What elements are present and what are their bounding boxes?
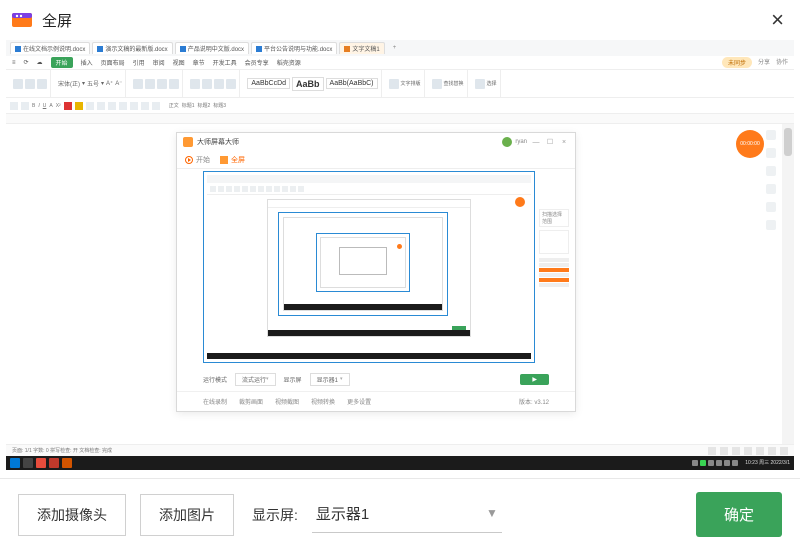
taskbar-icon[interactable] [36, 458, 46, 468]
display-label: 显示屏: [252, 505, 298, 525]
dialog-controls: 添加摄像头 添加图片 显示屏: 显示器1 ▼ 确定 [0, 478, 800, 550]
menu-item[interactable]: 会员专享 [245, 58, 269, 67]
recorder-tabs: 开始 全屏 [177, 151, 575, 169]
recorder-footer: 在线录制 裁剪画面 视频截图 视频转换 更多设置 版本: v3.12 [177, 391, 575, 411]
status-bar: 页面: 1/1 字数: 0 拼写检查: 开 文档检查: 完成 [6, 444, 794, 456]
side-icon[interactable] [766, 184, 776, 194]
add-image-button[interactable]: 添加图片 [140, 494, 234, 536]
taskbar-icon[interactable] [62, 458, 72, 468]
style-preview[interactable]: AaBbCcDd [247, 78, 290, 89]
taskbar: 10:23 周三 2022/3/1 [6, 456, 794, 470]
timer-icon [515, 197, 525, 207]
dialog-title: 全屏 [42, 10, 765, 31]
confirm-button[interactable]: 确定 [696, 492, 782, 537]
screen-preview: 在线文档示例说明.docx 演示文稿的最新版.docx 产品说明中文版.docx… [6, 40, 794, 470]
recorder-titlebar: 大师屏幕大师 ryan — ☐ × [177, 133, 575, 151]
scrollbar[interactable] [782, 124, 794, 444]
side-icon[interactable] [766, 202, 776, 212]
start-icon[interactable] [10, 458, 20, 468]
system-tray[interactable] [692, 460, 738, 466]
app-logo-icon [10, 8, 34, 32]
close-icon[interactable]: × [765, 9, 790, 31]
recorder-tab-fullscreen[interactable]: 全屏 [220, 155, 245, 165]
quality-select[interactable]: 流式运行 [235, 373, 276, 386]
taskbar-icon[interactable] [23, 458, 33, 468]
wps-ribbon: 宋体(正)▾五号▾A⁺A⁻ AaBbCcDd AaBb AaBb(AaBbC) … [6, 70, 794, 98]
side-toolbar [762, 124, 780, 230]
record-timer-icon[interactable]: 00:00:00 [736, 130, 764, 158]
clock[interactable]: 10:23 周三 2022/3/1 [741, 461, 790, 466]
footer-link[interactable]: 在线录制 [203, 397, 227, 406]
document-canvas: 大师屏幕大师 ryan — ☐ × 开始 全屏 [6, 124, 780, 444]
menu-start[interactable]: 开始 [51, 57, 73, 68]
monitor-select[interactable]: 显示器1 [310, 373, 350, 386]
footer-link[interactable]: 裁剪画面 [239, 397, 263, 406]
side-icon[interactable] [766, 130, 776, 140]
footer-link[interactable]: 视频转换 [311, 397, 335, 406]
doc-tab[interactable]: 产品说明中文版.docx [175, 42, 249, 54]
sync-badge[interactable]: 未同步 [722, 57, 752, 68]
menu-item[interactable]: 视图 [173, 58, 185, 67]
minimize-icon[interactable]: — [531, 139, 541, 146]
recorder-zoom-panel: 扫描选择范围 [539, 209, 569, 288]
recorder-tab-start[interactable]: 开始 [185, 155, 210, 165]
display-select[interactable]: 显示器1 ▼ [312, 497, 502, 533]
wps-menu: ≡⟳☁ 开始 插入 页面布局 引用 审阅 视图 章节 开发工具 会员专享 稻壳资… [6, 56, 794, 70]
menu-item[interactable]: 稻壳资源 [277, 58, 301, 67]
close-icon[interactable]: × [559, 139, 569, 146]
menu-item[interactable]: 章节 [193, 58, 205, 67]
avatar-icon[interactable] [502, 137, 512, 147]
chevron-down-icon: ▼ [486, 506, 498, 520]
recorder-dialog: 大师屏幕大师 ryan — ☐ × 开始 全屏 [176, 132, 576, 412]
doc-tab[interactable]: 平台公告说明与功能.docx [251, 42, 337, 54]
footer-link[interactable]: 视频截图 [275, 397, 299, 406]
menu-item[interactable]: 页面布局 [101, 58, 125, 67]
wps-ribbon-2: BIUAX² 正文标题1标题2标题3 [6, 98, 794, 114]
menu-item[interactable]: 引用 [133, 58, 145, 67]
add-camera-button[interactable]: 添加摄像头 [18, 494, 126, 536]
new-tab-icon[interactable]: + [387, 45, 403, 51]
style-preview[interactable]: AaBb(AaBbC) [326, 78, 378, 89]
side-icon[interactable] [766, 166, 776, 176]
ruler [6, 114, 794, 124]
menu-item[interactable]: 插入 [81, 58, 93, 67]
menu-item[interactable]: 开发工具 [213, 58, 237, 67]
doc-tab-active[interactable]: 文字文稿1 [339, 42, 384, 54]
display-value: 显示器1 [316, 503, 369, 524]
recorder-controls: 运行模式 流式运行 显示屏 显示器1 ▶ [177, 369, 575, 389]
taskbar-icon[interactable] [49, 458, 59, 468]
recorder-title: 大师屏幕大师 [197, 137, 239, 147]
style-preview[interactable]: AaBb [292, 77, 324, 91]
selection-frame[interactable] [203, 171, 535, 363]
wps-window: 在线文档示例说明.docx 演示文稿的最新版.docx 产品说明中文版.docx… [6, 40, 794, 470]
version-label: 版本: v3.12 [519, 397, 549, 406]
menu-item[interactable]: 审阅 [153, 58, 165, 67]
maximize-icon[interactable]: ☐ [545, 138, 555, 146]
footer-link[interactable]: 更多设置 [347, 397, 371, 406]
recorder-logo-icon [183, 137, 193, 147]
side-icon[interactable] [766, 220, 776, 230]
wps-doc-tabs: 在线文档示例说明.docx 演示文稿的最新版.docx 产品说明中文版.docx… [6, 40, 794, 56]
dialog-titlebar: 全屏 × [0, 0, 800, 40]
doc-tab[interactable]: 演示文稿的最新版.docx [92, 42, 172, 54]
side-icon[interactable] [766, 148, 776, 158]
recorder-start-button[interactable]: ▶ [520, 374, 549, 385]
doc-tab[interactable]: 在线文档示例说明.docx [10, 42, 90, 54]
